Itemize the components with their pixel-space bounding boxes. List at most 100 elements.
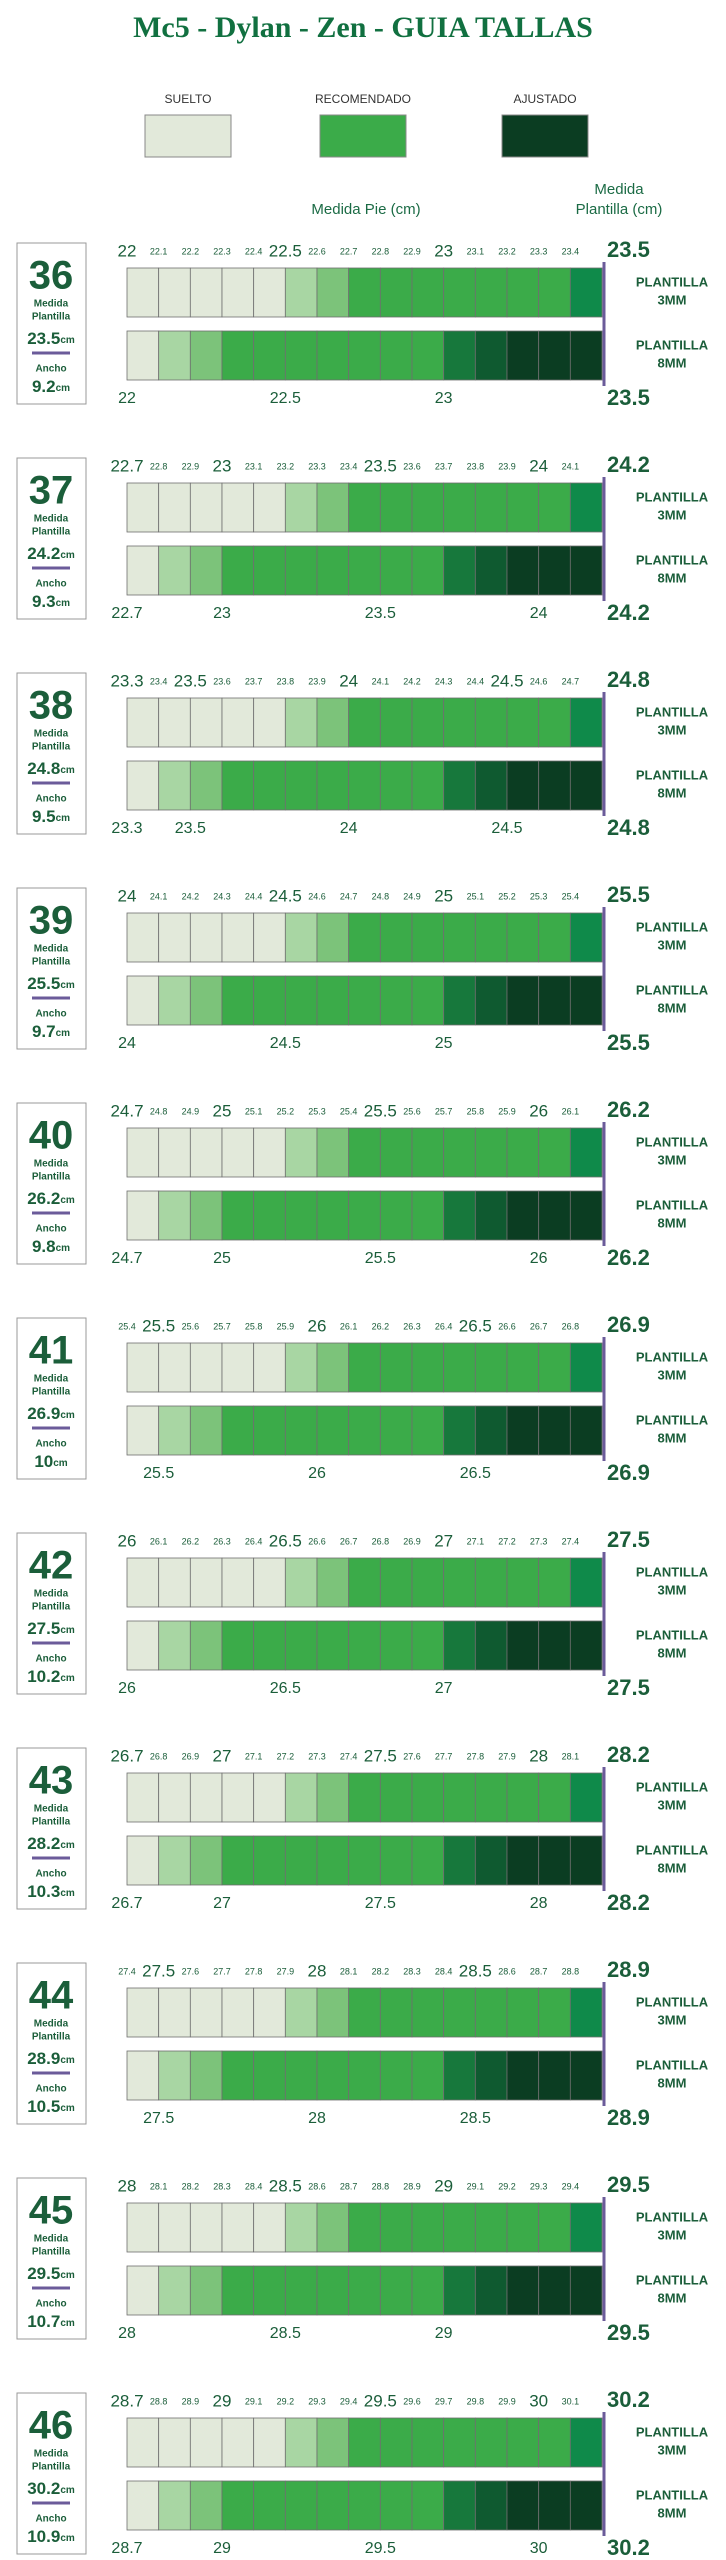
cell bbox=[506, 1127, 540, 1178]
cell bbox=[316, 760, 350, 811]
row-label: PLANTILLA bbox=[636, 552, 709, 567]
foot-tick: 25.5 bbox=[143, 1465, 174, 1482]
cell bbox=[221, 1127, 255, 1178]
value: 9.3 bbox=[32, 592, 56, 611]
insole-end: 24.8 bbox=[607, 667, 650, 692]
cell bbox=[126, 697, 160, 748]
foot-tick: 25.2 bbox=[277, 1106, 295, 1116]
cell bbox=[158, 1127, 191, 1178]
title: Mc5 - Dylan - Zen - GUIA TALLAS bbox=[133, 11, 593, 44]
cell bbox=[158, 2202, 191, 2253]
foot-tick: 27.8 bbox=[245, 1966, 263, 1976]
size-box bbox=[16, 1317, 87, 1480]
row-label: 3MM bbox=[658, 937, 687, 952]
insole-value: 27.5cm bbox=[27, 1619, 75, 1638]
value: 10.5 bbox=[27, 2097, 60, 2116]
foot-tick: 25.3 bbox=[308, 1106, 326, 1116]
cell bbox=[379, 1127, 413, 1178]
foot-tick: 23.7 bbox=[245, 676, 263, 686]
foot-tick: 28 bbox=[308, 2110, 326, 2127]
cell bbox=[411, 912, 445, 963]
cell bbox=[443, 697, 476, 748]
cell bbox=[126, 1772, 160, 1823]
foot-tick: 22.9 bbox=[403, 246, 421, 256]
cell bbox=[443, 482, 476, 533]
cell bbox=[221, 1557, 255, 1608]
cell bbox=[158, 697, 191, 748]
cell bbox=[284, 482, 318, 533]
cell bbox=[158, 2265, 191, 2316]
cell bbox=[316, 1342, 350, 1393]
cell bbox=[284, 975, 318, 1026]
foot-tick: 28.5 bbox=[460, 2110, 491, 2127]
foot-tick: 27.9 bbox=[277, 1966, 295, 1976]
box-label: Medida bbox=[34, 2019, 69, 2030]
cell bbox=[443, 2202, 476, 2253]
cell bbox=[189, 760, 223, 811]
cell bbox=[506, 267, 540, 318]
foot-tick: 24.7 bbox=[110, 1101, 143, 1120]
cell bbox=[126, 2265, 160, 2316]
unit: cm bbox=[56, 1243, 71, 1254]
size-box bbox=[16, 2177, 87, 2340]
cell bbox=[538, 330, 571, 381]
foot-tick: 23.3 bbox=[530, 246, 548, 256]
insole-value: 26.2cm bbox=[27, 1189, 75, 1208]
size-number: 36 bbox=[29, 254, 74, 298]
cell bbox=[411, 2202, 445, 2253]
cell bbox=[506, 2050, 540, 2101]
cell bbox=[379, 1987, 413, 2038]
cell bbox=[158, 975, 191, 1026]
cell bbox=[126, 1835, 160, 1886]
cell bbox=[348, 2417, 381, 2468]
row-label: PLANTILLA bbox=[636, 982, 709, 997]
value: 28.9 bbox=[27, 2049, 60, 2068]
width-value: 10.7cm bbox=[27, 2312, 75, 2331]
foot-tick: 24.5 bbox=[490, 671, 523, 690]
insole-end: 28.9 bbox=[607, 2105, 650, 2130]
cell bbox=[284, 1835, 318, 1886]
cell bbox=[253, 1772, 286, 1823]
cell bbox=[253, 1835, 286, 1886]
value: 25.5 bbox=[27, 974, 60, 993]
foot-tick: 28.1 bbox=[340, 1966, 358, 1976]
cell bbox=[379, 545, 413, 596]
cell bbox=[253, 330, 286, 381]
cell bbox=[538, 2480, 571, 2531]
cell bbox=[126, 2417, 160, 2468]
foot-tick: 23.9 bbox=[308, 676, 326, 686]
foot-tick: 22.1 bbox=[150, 246, 168, 256]
value: 10 bbox=[34, 1452, 53, 1471]
row-label: 3MM bbox=[658, 2012, 687, 2027]
row-label: PLANTILLA bbox=[636, 1627, 709, 1642]
foot-tick: 28.5 bbox=[459, 1961, 492, 1980]
foot-tick: 25.4 bbox=[340, 1106, 358, 1116]
foot-tick: 24.2 bbox=[403, 676, 421, 686]
cell bbox=[284, 2050, 318, 2101]
foot-tick: 23 bbox=[213, 605, 231, 622]
cell bbox=[189, 1772, 223, 1823]
foot-tick: 24.4 bbox=[245, 891, 263, 901]
foot-tick: 28.8 bbox=[372, 2181, 390, 2191]
cell bbox=[253, 912, 286, 963]
box-label: Medida bbox=[34, 1374, 69, 1385]
row-label: 3MM bbox=[658, 292, 687, 307]
cell bbox=[189, 267, 223, 318]
cell bbox=[126, 330, 160, 381]
foot-tick: 29.3 bbox=[530, 2181, 548, 2191]
cell bbox=[538, 912, 571, 963]
foot-tick: 29.2 bbox=[498, 2181, 516, 2191]
cell bbox=[474, 697, 508, 748]
cell bbox=[538, 1405, 571, 1456]
cell bbox=[316, 1835, 350, 1886]
cell bbox=[284, 2480, 318, 2531]
foot-tick: 26.8 bbox=[372, 1536, 390, 1546]
value: 9.2 bbox=[32, 377, 56, 396]
foot-tick: 30.1 bbox=[562, 2396, 580, 2406]
width-value: 10.2cm bbox=[27, 1667, 75, 1686]
foot-tick: 29.2 bbox=[277, 2396, 295, 2406]
foot-tick: 22.9 bbox=[182, 461, 200, 471]
foot-tick: 28.6 bbox=[308, 2181, 326, 2191]
value: 23.5 bbox=[27, 329, 60, 348]
foot-tick: 27.3 bbox=[530, 1536, 548, 1546]
